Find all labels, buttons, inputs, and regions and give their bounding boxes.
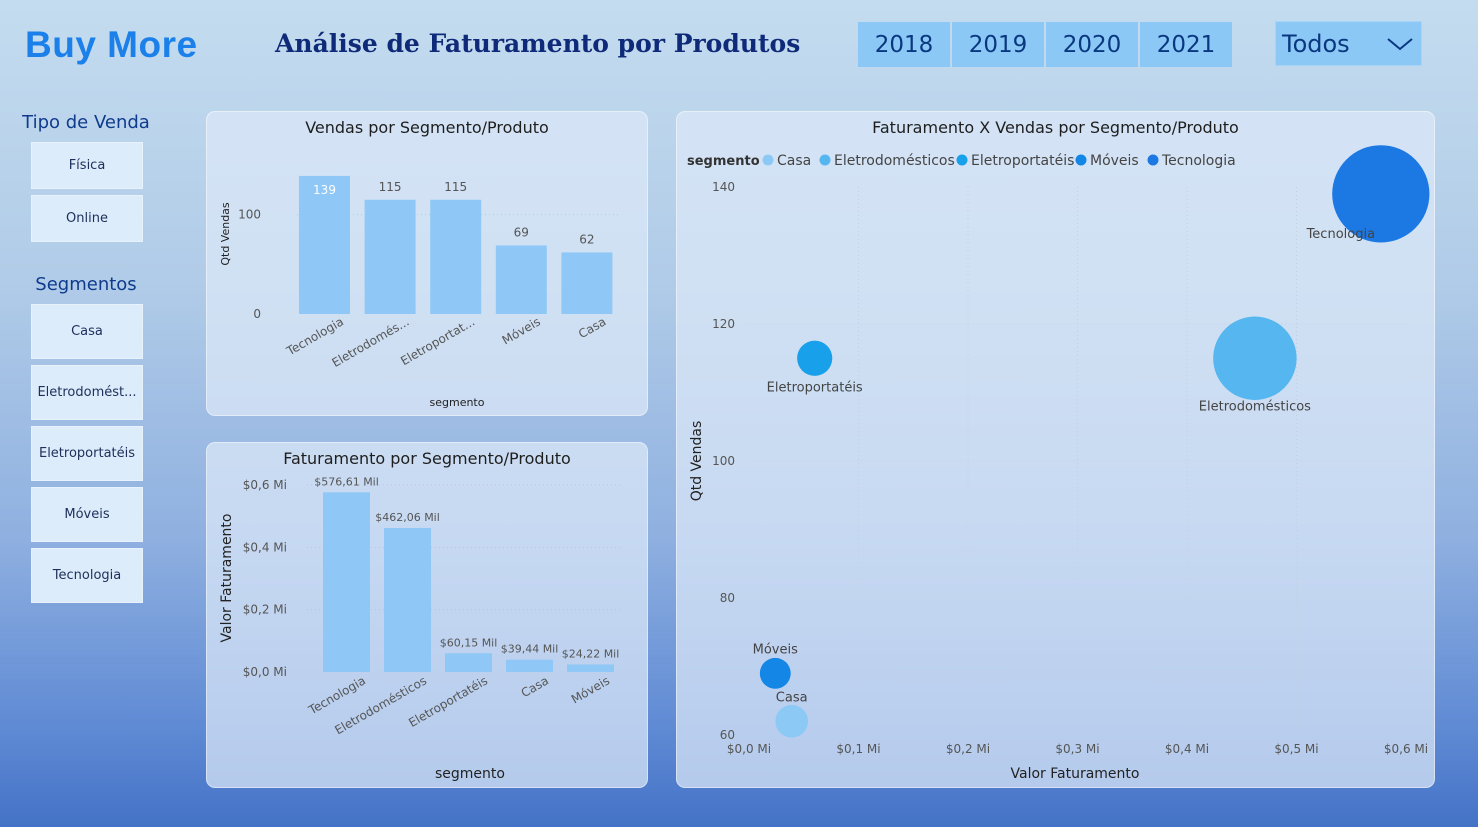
scatter-chart: segmento Casa Eletrodomésticos Eletroportat… [687, 145, 1430, 782]
x-axis-label: Valor Faturamento [1011, 766, 1140, 782]
x-tick-label: $0,2 Mi [946, 742, 990, 756]
legend-title: segmento [687, 154, 760, 169]
vendas-chart-title: Vendas por Segmento/Produto [305, 118, 549, 137]
segment-button-eletroportateis[interactable]: Eletroportatéis [31, 426, 143, 481]
year-button-2018[interactable]: 2018 [858, 22, 950, 67]
y-tick-label: 120 [712, 317, 735, 331]
tipo-venda-title: Tipo de Venda [22, 112, 150, 133]
x-tick-label: $0,4 Mi [1165, 742, 1209, 756]
bar [299, 175, 350, 314]
x-axis-label: segmento [430, 396, 485, 409]
y-tick-label: 100 [238, 208, 261, 222]
brand-logo: Buy More [25, 24, 198, 65]
scatter-point [759, 657, 791, 689]
y-tick-label: $0,0 Mi [243, 665, 287, 679]
scatter-chart-title: Faturamento X Vendas por Segmento/Produt… [872, 118, 1239, 137]
point-label: Móveis [753, 642, 798, 657]
legend-item: Casa [777, 153, 811, 169]
legend-marker [1075, 154, 1087, 166]
y-tick-label: $0,2 Mi [243, 603, 287, 617]
scatter-point [1332, 145, 1430, 243]
x-tick-label: $0,1 Mi [836, 742, 880, 756]
x-tick-label: $0,6 Mi [1384, 742, 1428, 756]
y-tick-label: 100 [712, 454, 735, 468]
legend-marker [819, 154, 831, 166]
scatter-point [775, 704, 809, 738]
bar [430, 199, 482, 314]
dropdown-value: Todos [1282, 29, 1350, 58]
scatter-chart-panel: Faturamento X Vendas por Segmento/Produt… [676, 111, 1435, 788]
segmentos-title: Segmentos [35, 274, 137, 295]
data-label: $462,06 Mil [375, 511, 440, 524]
y-axis-label: Qtd Vendas [689, 421, 705, 502]
legend-item: Tecnologia [1161, 153, 1236, 169]
data-label: 115 [444, 180, 467, 194]
segment-button-casa[interactable]: Casa [31, 304, 143, 359]
bar [445, 653, 492, 672]
y-tick-label: $0,4 Mi [243, 540, 287, 554]
bar [364, 199, 416, 314]
x-tick-label: Móveis [569, 673, 612, 706]
legend-item: Eletrodomésticos [834, 153, 955, 169]
x-tick-label: $0,0 Mi [727, 742, 771, 756]
point-label: Tecnologia [1306, 227, 1375, 242]
data-label: 62 [579, 232, 594, 246]
legend-marker [1147, 154, 1159, 166]
y-axis-label: Valor Faturamento [219, 514, 235, 643]
bar [323, 492, 370, 672]
bar [506, 659, 553, 672]
data-label: 139 [313, 183, 336, 197]
scatter-point [1213, 316, 1297, 400]
data-label: $39,44 Mil [501, 643, 559, 656]
scatter-point [797, 340, 833, 376]
data-label: $24,22 Mil [562, 647, 620, 660]
x-axis-label: segmento [435, 766, 505, 782]
vendas-bar-chart: 0100139Tecnologia115Eletrodomés...115Ele… [219, 175, 619, 409]
x-tick-label: Casa [519, 673, 551, 700]
data-label: 69 [514, 225, 529, 239]
data-label: $60,15 Mil [440, 636, 498, 649]
y-axis-label: Qtd Vendas [219, 202, 232, 266]
chevron-down-icon [1387, 37, 1413, 50]
x-tick-label: Casa [576, 314, 608, 341]
y-tick-label: $0,6 Mi [243, 478, 287, 492]
y-tick-label: 0 [253, 307, 261, 321]
legend-marker [762, 154, 774, 166]
bar [495, 245, 547, 314]
x-tick-label: $0,5 Mi [1274, 742, 1318, 756]
x-tick-label: Eletroportat... [398, 314, 477, 368]
page-title: Análise de Faturamento por Produtos [275, 29, 801, 58]
point-label: Eletrodomésticos [1199, 399, 1311, 414]
legend-item: Móveis [1090, 153, 1139, 169]
bar [384, 527, 431, 672]
y-tick-label: 60 [720, 728, 735, 742]
year-button-2020[interactable]: 2020 [1046, 22, 1138, 67]
y-tick-label: 80 [720, 591, 735, 605]
point-label: Eletroportatéis [767, 380, 863, 395]
year-button-2019[interactable]: 2019 [952, 22, 1044, 67]
segment-button-eletrodomesticos[interactable]: Eletrodomést... [31, 365, 143, 420]
year-button-2021[interactable]: 2021 [1140, 22, 1232, 67]
bar [567, 664, 614, 672]
data-label: $576,61 Mil [314, 475, 379, 488]
legend-item: Eletroportatéis [971, 153, 1074, 169]
x-tick-label: $0,3 Mi [1055, 742, 1099, 756]
segment-button-moveis[interactable]: Móveis [31, 487, 143, 542]
legend-marker [956, 154, 968, 166]
data-label: 115 [379, 180, 402, 194]
tipo-button-fisica[interactable]: Física [31, 142, 143, 189]
tipo-button-online[interactable]: Online [31, 195, 143, 242]
x-tick-label: Móveis [500, 314, 543, 347]
year-slicer: 2018 2019 2020 2021 [858, 22, 1232, 67]
filter-dropdown[interactable]: Todos [1275, 21, 1422, 66]
faturamento-chart-title: Faturamento por Segmento/Produto [283, 449, 571, 468]
y-tick-label: 140 [712, 180, 735, 194]
segment-button-tecnologia[interactable]: Tecnologia [31, 548, 143, 603]
point-label: Casa [776, 690, 808, 705]
bar [561, 252, 613, 314]
faturamento-chart-panel: Faturamento por Segmento/Produto $0,0 Mi… [206, 442, 648, 788]
vendas-chart-panel: Vendas por Segmento/Produto 0 100 139 Tecno… [206, 111, 648, 416]
x-tick-label: Tecnologia [283, 314, 346, 358]
faturamento-bar-chart: $0,0 Mi$0,2 Mi$0,4 Mi$0,6 Mi $576,61 MilT… [219, 475, 622, 782]
